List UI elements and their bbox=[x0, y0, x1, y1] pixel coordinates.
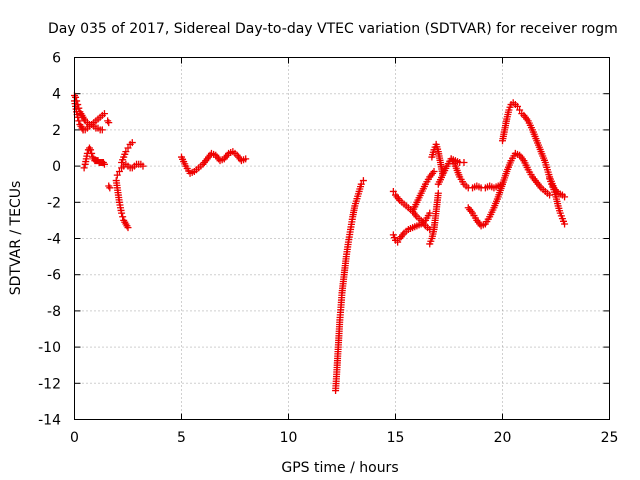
data-point bbox=[72, 93, 80, 101]
y-tick-label: 6 bbox=[52, 51, 61, 67]
data-point bbox=[106, 184, 114, 192]
x-axis-label: GPS time / hours bbox=[281, 460, 398, 476]
data-point bbox=[561, 193, 569, 201]
data-point bbox=[434, 189, 442, 197]
x-tick-label: 5 bbox=[177, 430, 186, 446]
x-tick-label: 20 bbox=[494, 430, 512, 446]
data-point bbox=[100, 160, 108, 168]
data-point bbox=[357, 180, 365, 188]
data-point bbox=[128, 139, 136, 147]
data-point bbox=[394, 238, 402, 246]
y-tick-label: 4 bbox=[52, 87, 61, 103]
data-point bbox=[561, 220, 569, 228]
data-point bbox=[80, 164, 88, 172]
data-point bbox=[118, 209, 126, 217]
data-point bbox=[516, 106, 524, 114]
data-point bbox=[430, 168, 438, 176]
y-axis-label: SDTVAR / TECUs bbox=[8, 181, 24, 296]
x-tick-label: 25 bbox=[601, 430, 619, 446]
data-point bbox=[242, 155, 250, 163]
data-point bbox=[98, 126, 106, 134]
y-tick-label: 0 bbox=[52, 159, 61, 175]
y-tick-label: -4 bbox=[47, 232, 61, 248]
chart-title: Day 035 of 2017, Sidereal Day-to-day VTE… bbox=[48, 21, 618, 37]
data-point bbox=[426, 209, 434, 217]
data-point bbox=[100, 110, 108, 118]
data-point bbox=[119, 213, 127, 221]
data-point bbox=[124, 144, 132, 152]
data-point bbox=[124, 224, 132, 232]
data-point bbox=[359, 177, 367, 185]
x-tick-label: 10 bbox=[280, 430, 298, 446]
y-tick-label: -10 bbox=[38, 340, 61, 356]
x-tick-label: 15 bbox=[387, 430, 405, 446]
data-point bbox=[115, 168, 123, 176]
x-tick-label: 0 bbox=[70, 430, 79, 446]
data-point bbox=[389, 187, 397, 195]
data-point bbox=[105, 119, 113, 127]
axes: -14 -12 -10 -8 -6 -4 -2 0 2 4 6 0 5 10 15 20 25 bbox=[38, 51, 618, 447]
y-tick-label: 2 bbox=[52, 123, 61, 139]
plot-frame bbox=[74, 57, 610, 420]
y-tick-label: -14 bbox=[38, 413, 61, 429]
y-tick-label: -12 bbox=[38, 376, 61, 392]
data-point bbox=[87, 146, 95, 154]
data-point bbox=[122, 148, 130, 156]
y-tick-label: -8 bbox=[47, 304, 61, 320]
data-point bbox=[113, 171, 121, 179]
data-points bbox=[71, 92, 569, 395]
data-point bbox=[139, 162, 147, 170]
data-point bbox=[75, 117, 83, 125]
grid bbox=[74, 57, 610, 420]
data-point bbox=[74, 113, 82, 121]
y-tick-label: -6 bbox=[47, 268, 61, 284]
data-point bbox=[513, 102, 521, 110]
data-point bbox=[460, 158, 468, 166]
data-point bbox=[88, 149, 96, 157]
y-tick-label: -2 bbox=[47, 195, 61, 211]
